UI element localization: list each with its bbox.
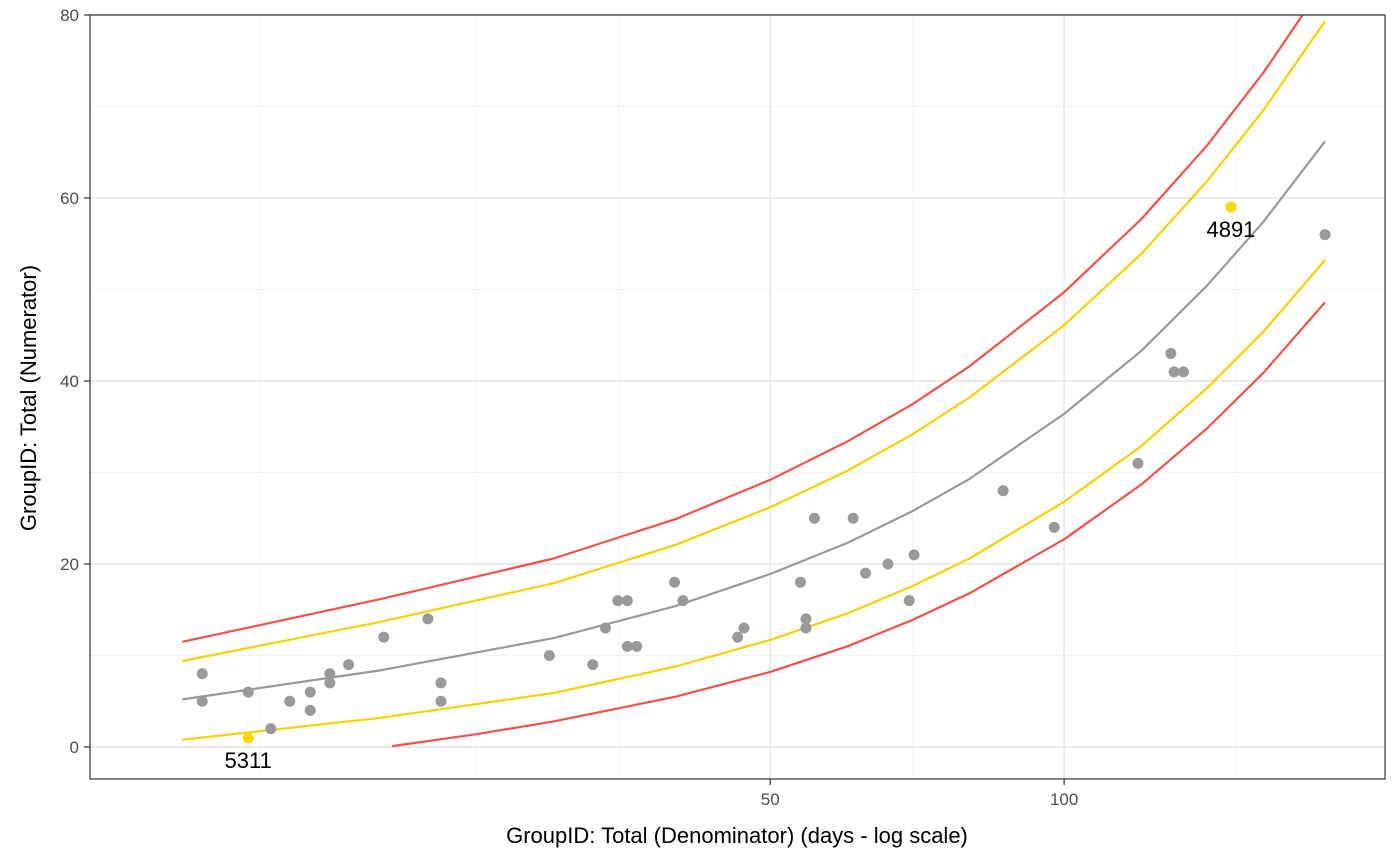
data-point xyxy=(378,631,390,643)
data-point xyxy=(621,595,633,607)
data-point xyxy=(587,659,599,671)
data-point xyxy=(343,659,355,671)
data-points xyxy=(196,201,1331,744)
data-point xyxy=(242,686,254,698)
data-point xyxy=(422,613,434,625)
data-point xyxy=(1177,366,1189,378)
data-point xyxy=(669,576,681,588)
series-line-outer-upper xyxy=(182,15,1304,643)
series-line-outer-lower xyxy=(391,301,1326,748)
y-tick-label: 40 xyxy=(60,372,79,391)
x-tick-label: 50 xyxy=(761,790,780,809)
data-point xyxy=(1132,457,1144,469)
data-point xyxy=(284,695,296,707)
data-point xyxy=(903,595,915,607)
data-point xyxy=(997,485,1009,497)
data-point xyxy=(1319,229,1331,241)
data-point xyxy=(435,695,447,707)
point-labels: 5311 4891 xyxy=(225,217,1256,773)
data-point xyxy=(543,649,555,661)
x-tick-label: 100 xyxy=(1050,790,1078,809)
axes: 50 100 0 20 40 60 80 xyxy=(60,6,1078,809)
data-point xyxy=(732,631,744,643)
y-axis-title: GroupID: Total (Numerator) xyxy=(16,265,41,531)
data-point xyxy=(1048,521,1060,533)
point-label: 5311 xyxy=(225,748,272,773)
data-point xyxy=(304,686,316,698)
data-point xyxy=(847,512,859,524)
data-point xyxy=(304,704,316,716)
data-point xyxy=(800,613,812,625)
data-point xyxy=(196,668,208,680)
data-point xyxy=(196,695,208,707)
data-point xyxy=(612,595,624,607)
data-point xyxy=(808,512,820,524)
data-point xyxy=(860,567,872,579)
series-line-center xyxy=(182,140,1326,701)
y-tick-label: 80 xyxy=(60,6,79,25)
data-point xyxy=(435,677,447,689)
data-point xyxy=(621,640,633,652)
y-tick-label: 60 xyxy=(60,189,79,208)
data-point xyxy=(800,622,812,634)
y-tick-label: 0 xyxy=(70,738,79,757)
data-point xyxy=(1168,366,1180,378)
data-point xyxy=(324,668,336,680)
y-tick-label: 20 xyxy=(60,555,79,574)
x-axis-title: GroupID: Total (Denominator) (days - log… xyxy=(506,823,968,848)
data-point xyxy=(908,549,920,561)
grid xyxy=(90,14,1385,779)
data-point xyxy=(677,595,689,607)
point-label: 4891 xyxy=(1206,217,1255,242)
data-point xyxy=(794,576,806,588)
data-point xyxy=(265,723,277,735)
data-point xyxy=(324,677,336,689)
limit-lines xyxy=(182,15,1326,748)
panel-border xyxy=(89,14,1386,780)
highlighted-point xyxy=(1225,201,1237,213)
data-point xyxy=(1165,348,1177,360)
series-line-inner-upper xyxy=(182,20,1326,663)
data-point xyxy=(882,558,894,570)
data-point xyxy=(631,640,643,652)
data-point xyxy=(738,622,750,634)
series-line-inner-lower xyxy=(182,259,1326,741)
data-point xyxy=(599,622,611,634)
highlighted-point xyxy=(242,732,254,744)
